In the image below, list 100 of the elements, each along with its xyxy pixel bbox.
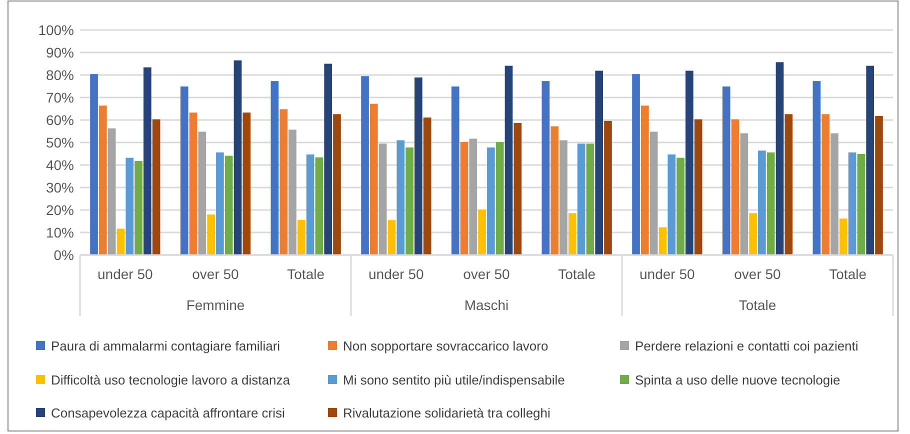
bar — [134, 160, 142, 255]
bar — [90, 74, 98, 255]
x-tick-label: under 50 — [640, 266, 696, 282]
bar — [848, 152, 856, 255]
bar — [604, 120, 612, 255]
bar — [542, 81, 550, 255]
bar — [487, 147, 495, 255]
x-tick-label: under 50 — [98, 266, 154, 282]
bar — [108, 128, 116, 255]
bar — [99, 106, 107, 255]
y-tick-label: 20% — [46, 202, 74, 218]
bar — [414, 77, 422, 255]
bar — [370, 104, 378, 255]
bar — [740, 133, 748, 255]
bar — [460, 142, 468, 255]
legend-label: Difficoltà uso tecnologie lavoro a distanza — [51, 372, 291, 388]
legend-label: Paura di ammalarmi contagiare familiari — [51, 338, 280, 354]
legend-label: Consapevolezza capacità affrontare crisi — [51, 406, 285, 421]
legend-label: Perdere relazioni e contatti coi pazienti — [635, 338, 858, 354]
text: Femmine — [186, 297, 245, 313]
bar — [694, 119, 702, 255]
bar — [315, 157, 324, 255]
bar — [560, 140, 568, 255]
y-tick-label: 40% — [46, 156, 74, 173]
bar — [857, 154, 866, 255]
bar — [306, 154, 314, 255]
y-tick-label: 50% — [46, 134, 74, 150]
bar — [586, 144, 594, 255]
bar — [152, 119, 160, 255]
bar — [126, 158, 134, 255]
bar — [866, 66, 874, 255]
bar — [388, 220, 396, 255]
legend-label: Spinta a uso delle nuove tecnologie — [635, 372, 840, 388]
y-tick-label: 80% — [46, 66, 74, 83]
bar — [361, 76, 369, 255]
bar — [198, 132, 206, 255]
bar — [234, 60, 242, 255]
bar — [333, 114, 341, 255]
bar — [568, 213, 576, 255]
bar — [324, 64, 332, 255]
text: Maschi — [464, 297, 509, 313]
bar — [776, 62, 784, 255]
x-tick-label: Totale — [287, 266, 325, 282]
bar — [758, 150, 766, 255]
legend-label: Rivalutazione solidarietà tra colleghi — [343, 406, 550, 421]
bar — [766, 152, 775, 255]
bar — [830, 133, 838, 255]
bar — [423, 118, 432, 255]
bar — [749, 213, 757, 255]
bar — [731, 119, 740, 255]
bar — [396, 140, 405, 255]
x-tick-label: under 50 — [368, 266, 424, 282]
bar — [595, 70, 603, 255]
bar — [668, 154, 676, 255]
bar — [722, 86, 730, 255]
bar — [496, 142, 504, 255]
bar — [378, 144, 387, 255]
bar — [180, 86, 188, 255]
bar — [839, 218, 848, 255]
bar — [297, 220, 306, 255]
bar — [144, 67, 152, 255]
x-tick-label: Totale — [558, 266, 596, 282]
bar — [812, 81, 821, 255]
y-tick-label: 10% — [46, 224, 74, 240]
legend-label: Mi sono sentito più utile/indispensabile — [343, 372, 565, 388]
x-tick-label: Totale — [829, 266, 867, 282]
bar — [288, 130, 296, 255]
bar — [504, 66, 513, 255]
y-tick-label: 0% — [54, 246, 74, 263]
bar — [641, 106, 649, 255]
bar — [875, 116, 883, 255]
text: Totale — [738, 297, 776, 313]
bar — [658, 227, 667, 255]
bar — [686, 70, 694, 255]
bar — [242, 112, 251, 255]
x-tick-label: over 50 — [192, 266, 240, 282]
bar — [822, 114, 830, 255]
bar — [550, 126, 558, 255]
y-tick-label: 90% — [46, 44, 74, 60]
bar — [280, 109, 288, 255]
bar — [577, 144, 586, 255]
bar — [676, 158, 684, 255]
bar — [270, 81, 279, 255]
bar — [207, 214, 215, 255]
bar — [650, 132, 658, 255]
bar — [478, 210, 486, 255]
bar — [784, 114, 793, 255]
bar — [632, 74, 640, 255]
bar — [116, 228, 125, 255]
bar — [224, 156, 233, 255]
y-tick-label: 100% — [38, 22, 74, 38]
x-tick-label: over 50 — [734, 266, 782, 282]
bar — [189, 112, 198, 255]
y-tick-label: 60% — [46, 112, 74, 128]
bar — [514, 122, 522, 255]
bar — [216, 152, 224, 255]
bar — [451, 86, 460, 255]
bar — [469, 138, 478, 255]
x-tick-label: over 50 — [463, 266, 510, 282]
y-tick-label: 30% — [46, 179, 74, 196]
